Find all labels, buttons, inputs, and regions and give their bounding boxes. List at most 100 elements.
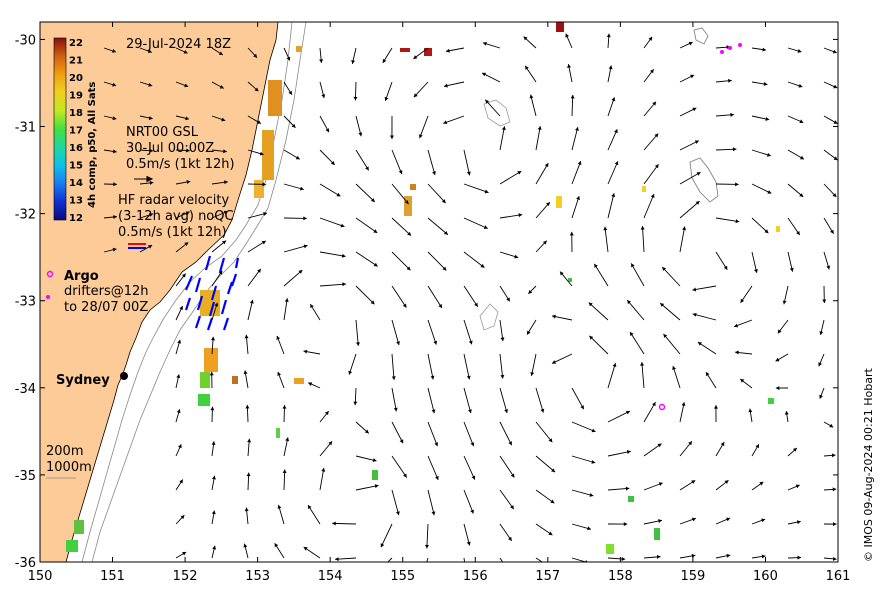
current-vector-head xyxy=(286,56,291,61)
current-vector-head xyxy=(470,442,475,447)
current-vector-head xyxy=(243,370,248,375)
y-tick-label: -33 xyxy=(15,295,36,310)
current-vector-head xyxy=(214,302,219,307)
current-vector-head xyxy=(652,101,657,106)
current-vector-head xyxy=(471,475,476,480)
current-vector-head xyxy=(559,271,564,276)
current-vector-head xyxy=(351,60,356,64)
hf-radar-vectors xyxy=(184,255,240,331)
current-vector xyxy=(332,522,357,525)
current-vector-head xyxy=(179,479,183,484)
current-vector-head xyxy=(625,410,630,415)
current-vector-head xyxy=(149,148,154,153)
x-tick-label: 161 xyxy=(826,569,851,584)
current-vector-head xyxy=(506,569,510,573)
current-vector-head xyxy=(179,306,183,310)
radar-legend-line3: 0.5m/s (1kt 12h) xyxy=(118,225,227,240)
current-vector-head xyxy=(245,404,250,409)
current-vector-head xyxy=(591,428,596,433)
current-vector-head xyxy=(308,382,313,386)
current-vector xyxy=(499,126,505,151)
current-vector-head xyxy=(253,53,258,58)
current-vector xyxy=(751,217,769,234)
current-vector xyxy=(427,387,435,414)
current-vector-head xyxy=(402,303,407,308)
island-contour xyxy=(693,27,709,45)
current-vector-head xyxy=(682,226,687,231)
current-vector-head xyxy=(210,406,215,411)
current-vector-head xyxy=(443,83,448,88)
current-vector xyxy=(499,214,523,219)
current-vector xyxy=(283,245,308,253)
current-vector xyxy=(319,283,346,287)
current-vector-head xyxy=(184,242,189,247)
current-vector-head xyxy=(431,511,436,516)
current-vector-head xyxy=(186,148,190,153)
current-vector-head xyxy=(630,332,634,337)
x-tick-label: 160 xyxy=(753,569,778,584)
current-vector-head xyxy=(723,265,728,270)
gsl-scale-arrow xyxy=(134,175,154,183)
current-vector-head xyxy=(530,372,535,376)
current-vector xyxy=(589,335,609,355)
imos-credit: © IMOS 09-Aug-2024 00:21 Hobart xyxy=(862,368,875,562)
current-vector-head xyxy=(833,522,837,527)
current-vector-head xyxy=(500,337,505,342)
current-vector-head xyxy=(407,231,412,236)
current-vector xyxy=(391,421,404,444)
current-vector-head xyxy=(395,511,400,516)
current-vector-head xyxy=(695,201,700,205)
colorbar-tick-label: 14 xyxy=(69,178,83,189)
current-vector xyxy=(626,299,645,321)
current-vector xyxy=(319,217,345,228)
lord-howe-contour xyxy=(689,157,719,203)
y-axis-latitude: -30 -31 -32 -33 -34 -35 -36 xyxy=(15,33,838,571)
current-vector-head xyxy=(508,441,512,446)
current-vector-head xyxy=(569,231,574,236)
current-vector-head xyxy=(832,49,837,54)
current-vector-head xyxy=(688,41,693,46)
current-vector xyxy=(535,557,543,562)
current-vector-head xyxy=(391,376,396,380)
x-tick-label: 154 xyxy=(318,569,343,584)
current-vector-head xyxy=(748,408,753,413)
current-vector-head xyxy=(603,226,608,231)
current-vector-head xyxy=(212,545,217,550)
current-vector-head xyxy=(591,459,596,464)
y-tick-label: -35 xyxy=(15,469,36,484)
current-vector-head xyxy=(726,517,731,522)
current-vector-head xyxy=(325,128,329,133)
current-vector-head xyxy=(247,438,252,443)
current-vector xyxy=(463,387,472,414)
current-vector-head xyxy=(832,193,837,197)
current-vector-head xyxy=(148,245,153,249)
current-vector-head xyxy=(277,371,282,376)
current-vector-head xyxy=(546,564,550,568)
current-vector xyxy=(630,263,645,287)
current-vector-head xyxy=(482,72,487,77)
current-vector-head xyxy=(796,230,800,235)
current-vector-head xyxy=(690,74,695,79)
current-vector-head xyxy=(542,240,547,245)
colorbar-tick-label: 16 xyxy=(69,143,83,154)
current-vector-head xyxy=(660,303,665,307)
current-vector-head xyxy=(332,521,336,526)
colorbar-tick-label: 18 xyxy=(69,108,83,119)
current-vector-head xyxy=(818,362,822,367)
current-vector-head xyxy=(406,266,411,271)
seamount-contour-south xyxy=(479,303,499,331)
current-vector xyxy=(335,557,357,560)
current-vector-head xyxy=(148,116,153,120)
current-vector xyxy=(571,421,596,433)
current-vector xyxy=(355,484,379,491)
current-vector xyxy=(531,353,537,376)
current-vector-head xyxy=(149,212,154,217)
current-vector-head xyxy=(257,268,261,273)
current-vector-head xyxy=(261,240,266,245)
current-vector xyxy=(535,489,555,504)
current-vector-head xyxy=(826,265,831,270)
current-vector xyxy=(499,455,515,478)
current-vector xyxy=(427,183,447,204)
current-vector xyxy=(643,193,655,219)
current-vector xyxy=(679,171,701,185)
